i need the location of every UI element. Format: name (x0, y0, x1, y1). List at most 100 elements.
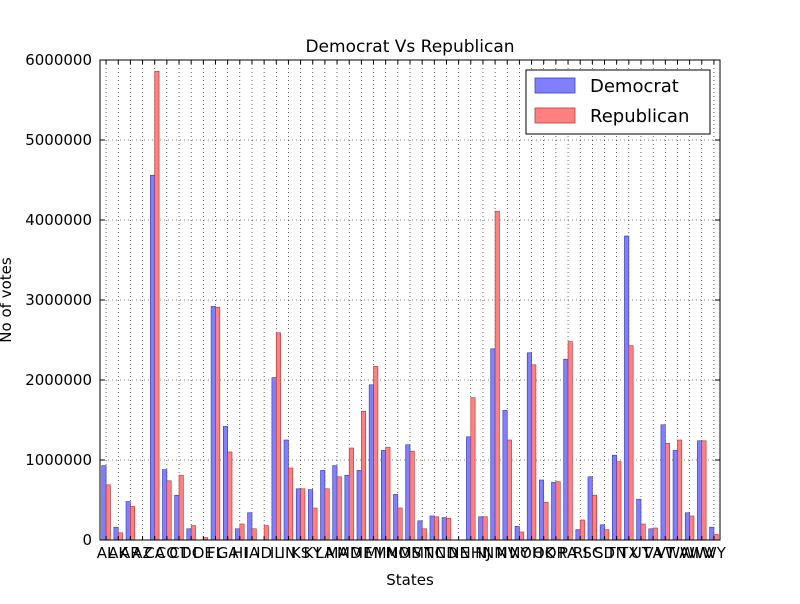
bar-democrat-mi (368, 384, 374, 541)
bar-democrat-ia (247, 512, 253, 541)
bar-republican-ky (312, 507, 318, 541)
bar-democrat-ms (405, 444, 411, 541)
x-tick-label: NM (483, 544, 507, 562)
x-tick-label: MS (399, 544, 421, 562)
bar-republican-id (263, 525, 269, 541)
bar-democrat-ct (174, 494, 180, 541)
x-axis: ALAKARAZCACOCTDCDEFLGAHIIAIDILINKSKYLAMA… (97, 60, 727, 562)
bar-democrat-sc (587, 476, 593, 541)
bar-democrat-tx (624, 235, 630, 541)
legend-label-republican: Republican (590, 106, 689, 127)
bar-democrat-wa (672, 450, 678, 541)
bar-democrat-ma (332, 465, 338, 541)
y-tick-label: 2000000 (25, 371, 92, 389)
bar-republican-va (652, 527, 658, 541)
y-tick-label: 6000000 (25, 51, 92, 69)
bar-republican-sd (604, 529, 610, 541)
x-tick-label: DE (193, 544, 214, 562)
x-tick-label: MN (374, 544, 398, 562)
bar-republican-md (348, 447, 354, 541)
bar-republican-mn (385, 446, 391, 541)
x-tick-label: CA (144, 544, 165, 562)
x-tick-label: WY (702, 544, 727, 562)
bar-republican-tx (628, 345, 634, 541)
bar-democrat-hi (235, 528, 241, 541)
y-axis-label: No of votes (0, 257, 15, 343)
bar-republican-ca (154, 70, 160, 541)
bar-republican-hi (239, 523, 245, 541)
bar-democrat-nm (490, 348, 496, 541)
bar-republican-ct (178, 474, 184, 541)
bar-democrat-tn (611, 454, 617, 541)
x-tick-label: MT (411, 544, 434, 562)
x-tick-label: NY (509, 544, 530, 562)
bar-republican-co (166, 480, 172, 541)
bar-democrat-mt (417, 520, 423, 541)
bar-republican-mi (373, 366, 379, 541)
x-tick-label: VT (656, 544, 676, 562)
legend-label-democrat: Democrat (590, 76, 679, 97)
x-tick-label: PA (559, 544, 578, 562)
x-tick-label: ME (350, 544, 372, 562)
bar-republican-nm (494, 210, 500, 541)
bar-republican-ms (409, 450, 415, 541)
bar-republican-in (288, 467, 294, 541)
bar-republican-vt (664, 442, 670, 541)
bar-democrat-nd (441, 517, 447, 541)
bar-democrat-in (283, 439, 289, 541)
bar-democrat-nv (502, 410, 508, 541)
bar-democrat-fl (210, 306, 216, 541)
bar-republican-nj (482, 516, 488, 541)
bar-democrat-pa (563, 358, 569, 541)
bar-democrat-wv (697, 440, 703, 541)
bar-republican-nd (446, 518, 452, 541)
x-tick-label: NC (423, 544, 445, 562)
bar-democrat-me (356, 470, 362, 541)
bar-democrat-mo (393, 494, 399, 541)
bar-republican-fl (215, 306, 221, 541)
bar-democrat-al (101, 465, 107, 541)
x-tick-label: KS (291, 544, 310, 562)
bar-democrat-ar (125, 501, 131, 541)
bar-democrat-ak (113, 526, 119, 541)
bar-democrat-va (648, 528, 654, 541)
bar-republican-ar (130, 506, 136, 541)
x-tick-label: CT (169, 544, 189, 562)
x-tick-label: OR (545, 544, 567, 562)
bar-republican-ny (519, 531, 525, 541)
x-tick-label: OK (533, 544, 556, 562)
bar-democrat-wi (684, 512, 690, 541)
x-tick-label: MI (365, 544, 382, 562)
x-tick-label: IA (245, 544, 260, 562)
legend-swatch-republican (534, 107, 576, 124)
x-tick-label: KY (304, 544, 323, 562)
chart-title: Democrat Vs Republican (305, 37, 514, 57)
bar-republican-la (324, 488, 330, 541)
x-tick-label: MO (385, 544, 410, 562)
x-tick-label: AL (97, 544, 116, 562)
bar-republican-mo (397, 507, 403, 541)
bar-republican-ak (117, 532, 123, 541)
bar-democrat-nh (466, 436, 472, 541)
bar-democrat-il (271, 377, 277, 541)
x-tick-label: LA (315, 544, 335, 562)
x-tick-label: NV (497, 544, 519, 562)
bar-democrat-vt (660, 424, 666, 541)
bar-republican-ga (227, 451, 233, 541)
bar-democrat-ga (222, 426, 228, 541)
bar-republican-oh (531, 364, 537, 541)
bar-democrat-ut (636, 498, 642, 541)
bar-republican-ri (579, 519, 585, 541)
x-tick-label: MA (325, 544, 349, 562)
x-tick-label: CO (156, 544, 178, 562)
x-tick-label: TX (618, 544, 638, 562)
bar-democrat-oh (526, 352, 532, 541)
bar-democrat-wy (709, 526, 715, 541)
bar-republican-wv (701, 440, 707, 541)
x-tick-label: SC (582, 544, 602, 562)
bar-republican-nc (434, 516, 439, 541)
bar-republican-al (105, 484, 111, 541)
x-axis-label: States (386, 571, 434, 589)
x-tick-label: NE (448, 544, 469, 562)
